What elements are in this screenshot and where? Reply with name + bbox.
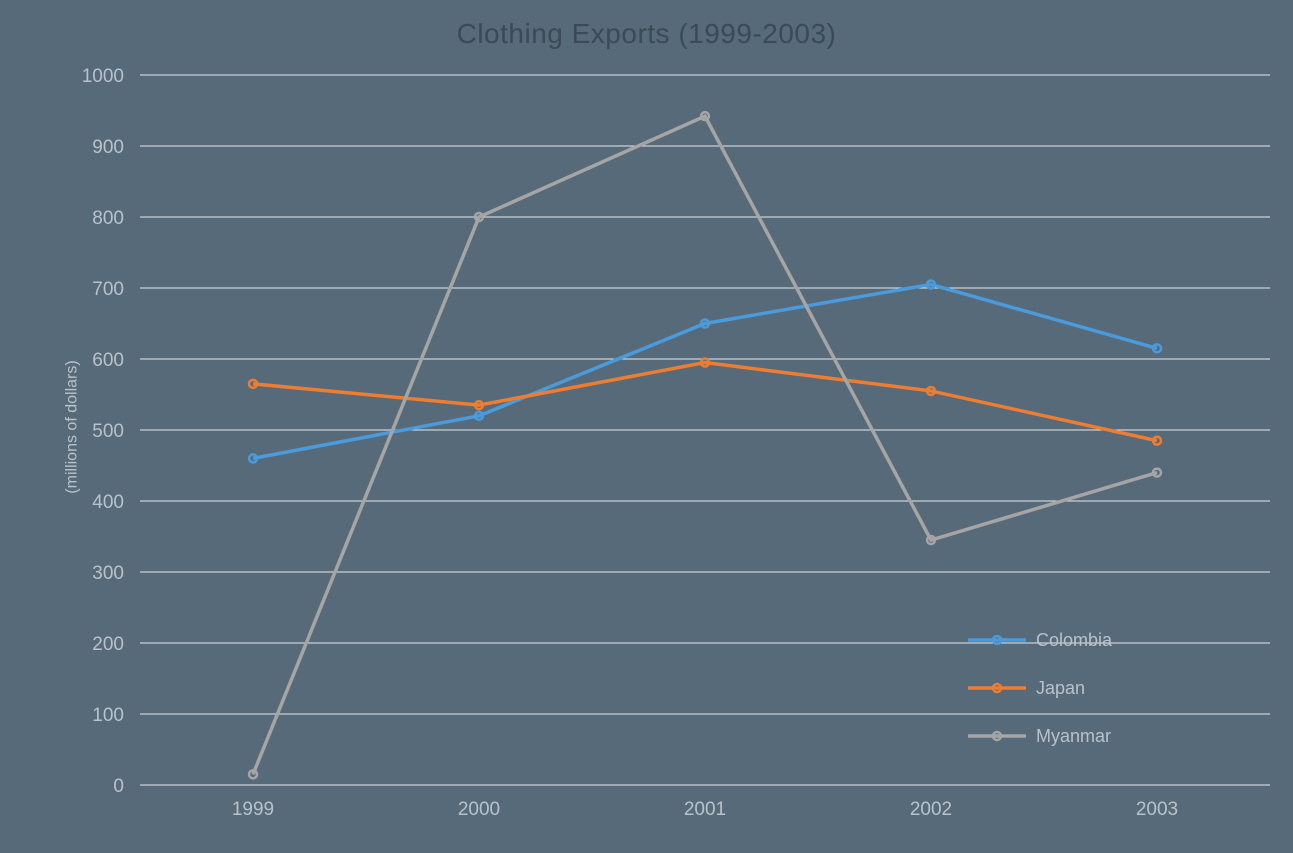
chart-container: Clothing Exports (1999-2003) (millions o… (0, 0, 1293, 853)
x-tick-label: 2001 (684, 799, 726, 820)
y-tick-label: 300 (92, 563, 124, 584)
y-tick-label: 700 (92, 279, 124, 300)
chart-svg: 0 100 200 300 400 500 600 700 800 900 1000 1999 2000… (0, 0, 1293, 853)
series-line-japan (253, 363, 1157, 441)
y-tick-label: 500 (92, 421, 124, 442)
legend-label-myanmar: Myanmar (1036, 726, 1111, 746)
y-tick-label: 900 (92, 137, 124, 158)
y-tick-label: 800 (92, 208, 124, 229)
x-tick-label: 2002 (910, 799, 952, 820)
y-axis-label: (millions of dollars) (64, 360, 82, 493)
x-tick-label: 2003 (1136, 799, 1178, 820)
chart-title: Clothing Exports (1999-2003) (0, 18, 1293, 50)
y-tick-label: 200 (92, 634, 124, 655)
y-tick-label: 0 (113, 776, 124, 797)
legend-label-colombia: Colombia (1036, 630, 1113, 650)
y-tick-label: 1000 (82, 66, 124, 87)
x-tick-label: 2000 (458, 799, 500, 820)
y-tick-label: 600 (92, 350, 124, 371)
series-line-myanmar (253, 116, 1157, 774)
x-tick-label: 1999 (232, 799, 274, 820)
legend-label-japan: Japan (1036, 678, 1085, 698)
series-line-colombia (253, 284, 1157, 458)
y-tick-label: 400 (92, 492, 124, 513)
y-tick-label: 100 (92, 705, 124, 726)
